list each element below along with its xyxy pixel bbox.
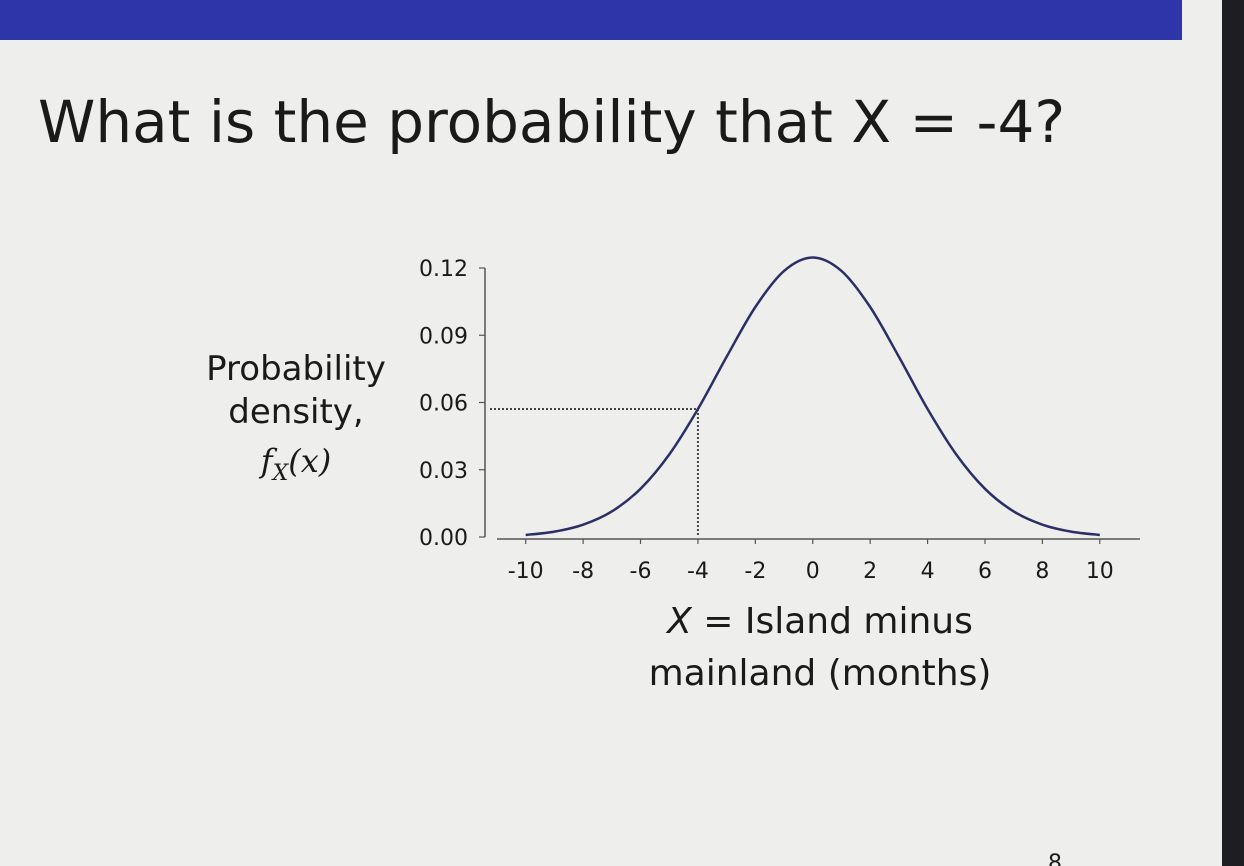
x-tick-label: 8 bbox=[1035, 559, 1049, 584]
slide-title: What is the probability that X = -4? bbox=[38, 88, 1065, 156]
y-axis-label: Probability bbox=[206, 349, 386, 389]
x-axis-label: X = Island minus bbox=[665, 601, 973, 642]
screen-edge bbox=[1222, 0, 1244, 866]
x-axis-label-part: X bbox=[665, 601, 693, 642]
y-axis-symbol: fX(x) bbox=[259, 442, 332, 486]
y-axis-label: density, bbox=[228, 392, 363, 432]
x-tick-label: -10 bbox=[508, 559, 544, 584]
x-axis-label: mainland (months) bbox=[649, 653, 992, 694]
y-tick-label: 0.03 bbox=[419, 459, 468, 484]
x-tick-label: -8 bbox=[572, 559, 594, 584]
page-number: 8 bbox=[1048, 851, 1062, 866]
y-axis-symbol-part: (x) bbox=[288, 442, 331, 480]
y-tick-label: 0.00 bbox=[419, 526, 468, 551]
x-tick-label: -6 bbox=[630, 559, 652, 584]
header-band bbox=[0, 0, 1182, 40]
y-tick-label: 0.09 bbox=[419, 324, 468, 349]
y-tick-label: 0.06 bbox=[419, 392, 468, 417]
x-tick-label: 2 bbox=[863, 559, 877, 584]
x-axis-label-part: = Island minus bbox=[692, 601, 973, 642]
chart: 0.00 0.03 0.06 0.09 0.12 -10 -8 -6 -4 -2 0 2 4 6 8 10 Pr… bbox=[206, 256, 1140, 694]
x-tick-label: -2 bbox=[744, 559, 766, 584]
x-tick-label: 6 bbox=[978, 559, 992, 584]
x-tick-label: -4 bbox=[687, 559, 709, 584]
x-tick-label: 4 bbox=[921, 559, 935, 584]
density-curve bbox=[525, 256, 1100, 537]
y-tick-label: 0.12 bbox=[419, 257, 468, 282]
x-axis-label-part: mainland (months) bbox=[649, 653, 992, 694]
x-tick-label: 0 bbox=[806, 559, 820, 584]
y-axis-symbol-part: X bbox=[271, 461, 290, 486]
x-tick-label: 10 bbox=[1086, 559, 1114, 584]
